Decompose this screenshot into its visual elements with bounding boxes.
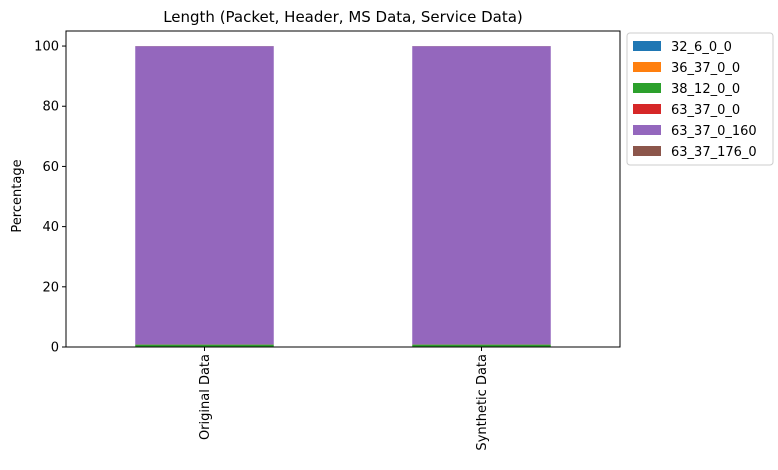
axes: 0 20 40 60 80 100 Original Data Synthetic Data bbox=[34, 30, 621, 451]
legend-box bbox=[626, 32, 774, 166]
legend-swatch bbox=[633, 125, 661, 135]
legend-swatch bbox=[633, 146, 661, 156]
legend-swatch bbox=[633, 104, 661, 114]
bar-63_37_0_160-2 bbox=[412, 46, 551, 345]
y-tick-label: 40 bbox=[42, 220, 59, 235]
legend-label: 63_37_0_0 bbox=[671, 103, 740, 118]
legend-label: 38_12_0_0 bbox=[671, 82, 740, 97]
x-tick-label: Original Data bbox=[198, 354, 213, 440]
y-tick-label: 100 bbox=[34, 40, 59, 55]
bar-63_37_0_160-1 bbox=[135, 46, 274, 345]
axes-frame bbox=[65, 30, 621, 348]
legend-label: 63_37_176_0 bbox=[671, 145, 757, 160]
legend-swatch bbox=[633, 41, 661, 51]
legend-label: 36_37_0_0 bbox=[671, 61, 740, 76]
legend-label: 63_37_0_160 bbox=[671, 124, 757, 139]
legend-label: 32_6_0_0 bbox=[671, 40, 732, 55]
y-axis-label: Percentage bbox=[10, 159, 25, 232]
legend-swatch bbox=[633, 83, 661, 93]
legend: 32_6_0_0 36_37_0_0 38_12_0_0 63_37_0_0 63_37… bbox=[626, 32, 774, 166]
chart-title: Length (Packet, Header, MS Data, Service… bbox=[163, 8, 523, 26]
y-tick-label: 60 bbox=[42, 160, 59, 175]
bar-38_12_0_0-1 bbox=[135, 344, 274, 347]
bar-38_12_0_0-2 bbox=[412, 344, 551, 347]
y-tick-label: 20 bbox=[42, 280, 59, 295]
legend-swatch bbox=[633, 62, 661, 72]
y-tick-label: 0 bbox=[51, 341, 59, 356]
plot-area bbox=[135, 46, 551, 347]
y-tick-label: 80 bbox=[42, 100, 59, 115]
x-tick-label: Synthetic Data bbox=[475, 354, 490, 451]
